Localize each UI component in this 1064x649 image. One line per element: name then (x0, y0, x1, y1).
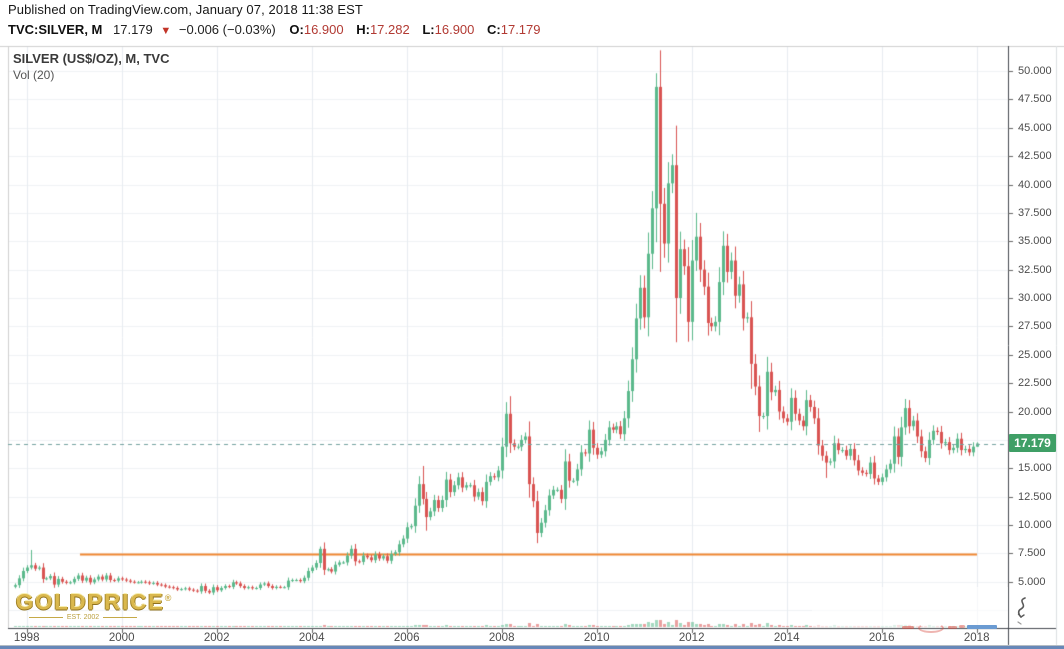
price-axis-label: 40.000 (1018, 178, 1052, 191)
close-value: 17.179 (500, 22, 541, 37)
price-axis-label: 45.000 (1018, 121, 1052, 134)
time-axis-label: 2006 (393, 632, 420, 644)
price-axis-label: 47.500 (1018, 93, 1052, 106)
red-watermark-blob (948, 626, 957, 629)
time-axis-label: 2010 (583, 632, 610, 644)
price-axis-label: 22.500 (1018, 377, 1052, 390)
symbol-interval-label: TVC:SILVER, M (8, 22, 103, 37)
time-axis-label: 2016 (868, 632, 895, 644)
red-watermark-arc (918, 623, 944, 633)
open-value: 16.900 (303, 22, 344, 37)
price-axis-label: 15.000 (1018, 462, 1052, 475)
price-axis-label: 37.500 (1018, 206, 1052, 219)
bottom-hairline (0, 645, 1064, 646)
last-price-badge: 17.179 (1009, 434, 1056, 452)
price-axis-label: 10.000 (1018, 519, 1052, 531)
chart-title: SILVER (US$/OZ), M, TVC (13, 51, 170, 66)
high-label: H: (356, 22, 370, 37)
price-axis[interactable]: 50.000 47.500 45.000 42.500 40.000 37.500 35.0… (1008, 0, 1064, 649)
volume-indicator-label[interactable]: Vol (20) (13, 68, 55, 82)
price-axis-label: 27.500 (1018, 320, 1052, 333)
price-axis-label: 35.000 (1018, 235, 1052, 248)
tagline-dash-left (28, 617, 63, 619)
goldprice-tagline: EST. 2002 (16, 614, 150, 621)
time-axis-label: 1998 (13, 632, 40, 644)
last-price-text: 17.179 (113, 22, 153, 37)
price-axis-label: 7.500 (1018, 547, 1046, 560)
time-axis-label: 2000 (108, 632, 135, 644)
watermark-wash-overlay (812, 587, 1008, 627)
price-axis-label: 42.500 (1018, 150, 1052, 163)
down-arrow-icon: ▼ (160, 25, 172, 37)
scroll-squiggle-icon (1017, 597, 1026, 625)
change-text: −0.006 (−0.03%) (178, 22, 276, 37)
low-label: L: (422, 22, 435, 37)
goldprice-logo-text: GOLDPRICE® (16, 589, 174, 615)
red-watermark-blob (902, 626, 914, 629)
time-axis[interactable]: 1998 2000 2002 2004 2006 2008 2010 2012 2014 2016… (0, 628, 1064, 646)
price-axis-label: 5.000 (1018, 575, 1046, 588)
low-value: 16.900 (434, 22, 475, 37)
red-watermark-blob (959, 625, 965, 628)
price-axis-label: 20.000 (1018, 405, 1052, 418)
bottom-blue-strip (0, 646, 1064, 649)
tagline-dash-right (103, 617, 138, 619)
time-axis-label: 2012 (678, 632, 705, 644)
price-axis-label: 32.500 (1018, 263, 1052, 276)
time-axis-label: 2002 (203, 632, 230, 644)
high-value: 17.282 (369, 22, 410, 37)
time-axis-label: 2018 (963, 632, 990, 644)
price-axis-label: 12.500 (1018, 490, 1052, 503)
price-axis-label: 50.000 (1018, 65, 1052, 77)
time-axis-label: 2008 (488, 632, 515, 644)
close-label: C: (487, 22, 501, 37)
open-label: O: (289, 22, 304, 37)
published-bar: Published on TradingView.com, January 07… (8, 2, 363, 17)
price-axis-label: 30.000 (1018, 292, 1052, 304)
registered-mark-icon: ® (164, 593, 174, 603)
goldprice-watermark: GOLDPRICE® EST. 2002 (16, 587, 174, 622)
price-axis-label: 25.000 (1018, 348, 1052, 361)
blue-watermark-segment (967, 625, 997, 629)
quote-bar: TVC:SILVER, M 17.179 ▼ −0.006 (−0.03%) O… (8, 22, 550, 37)
time-axis-label: 2014 (773, 632, 800, 644)
time-axis-label: 2004 (298, 632, 325, 644)
